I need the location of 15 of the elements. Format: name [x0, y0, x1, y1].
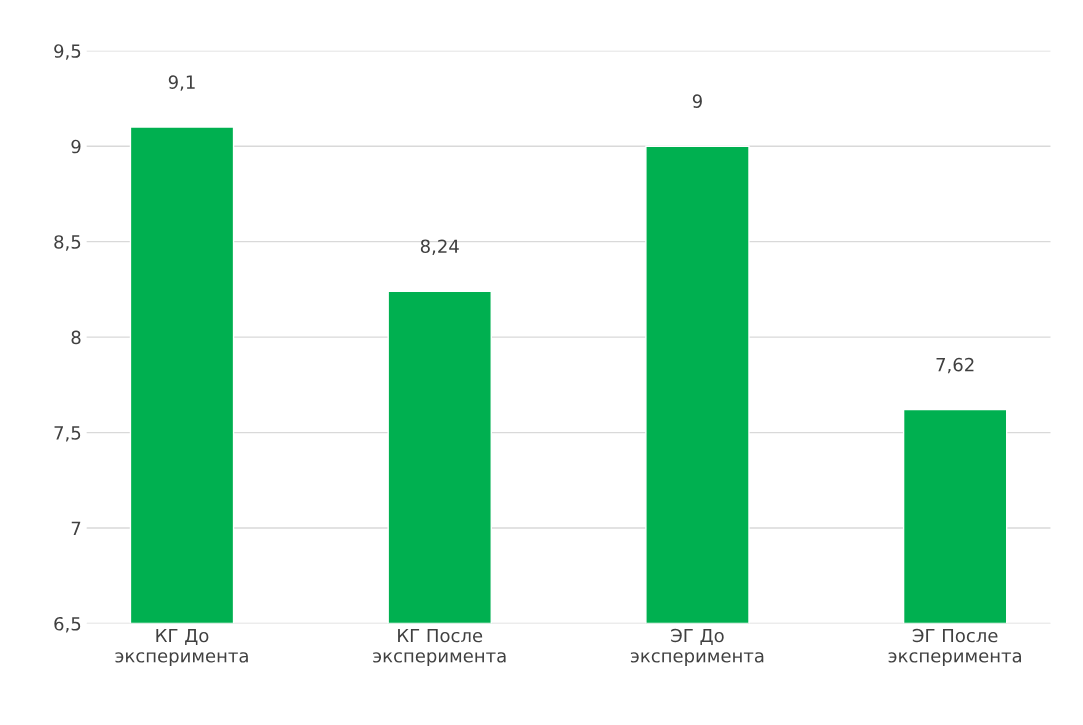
y-tick-label: 8,5 [54, 235, 81, 251]
y-tick-label: 7,5 [54, 426, 81, 442]
data-label: 9 [692, 94, 702, 108]
y-tick-label: 9 [71, 139, 81, 154]
y-tick-label: 6,5 [54, 616, 81, 633]
y-tick-label: 9,5 [54, 44, 81, 60]
x-tick-label: ЭГ После эксперимента [888, 628, 1021, 667]
y-tick-label: 8 [71, 330, 81, 345]
x-tick-label: КГ После эксперимента [373, 628, 506, 667]
data-label: 8,24 [420, 239, 459, 255]
y-tick-label: 7 [71, 521, 81, 535]
x-tick-label: КГ До эксперимента [115, 628, 248, 667]
x-tick-label: ЭГ До эксперимента [630, 628, 764, 667]
data-label: 7,62 [936, 357, 974, 374]
data-label: 9,1 [168, 75, 195, 91]
